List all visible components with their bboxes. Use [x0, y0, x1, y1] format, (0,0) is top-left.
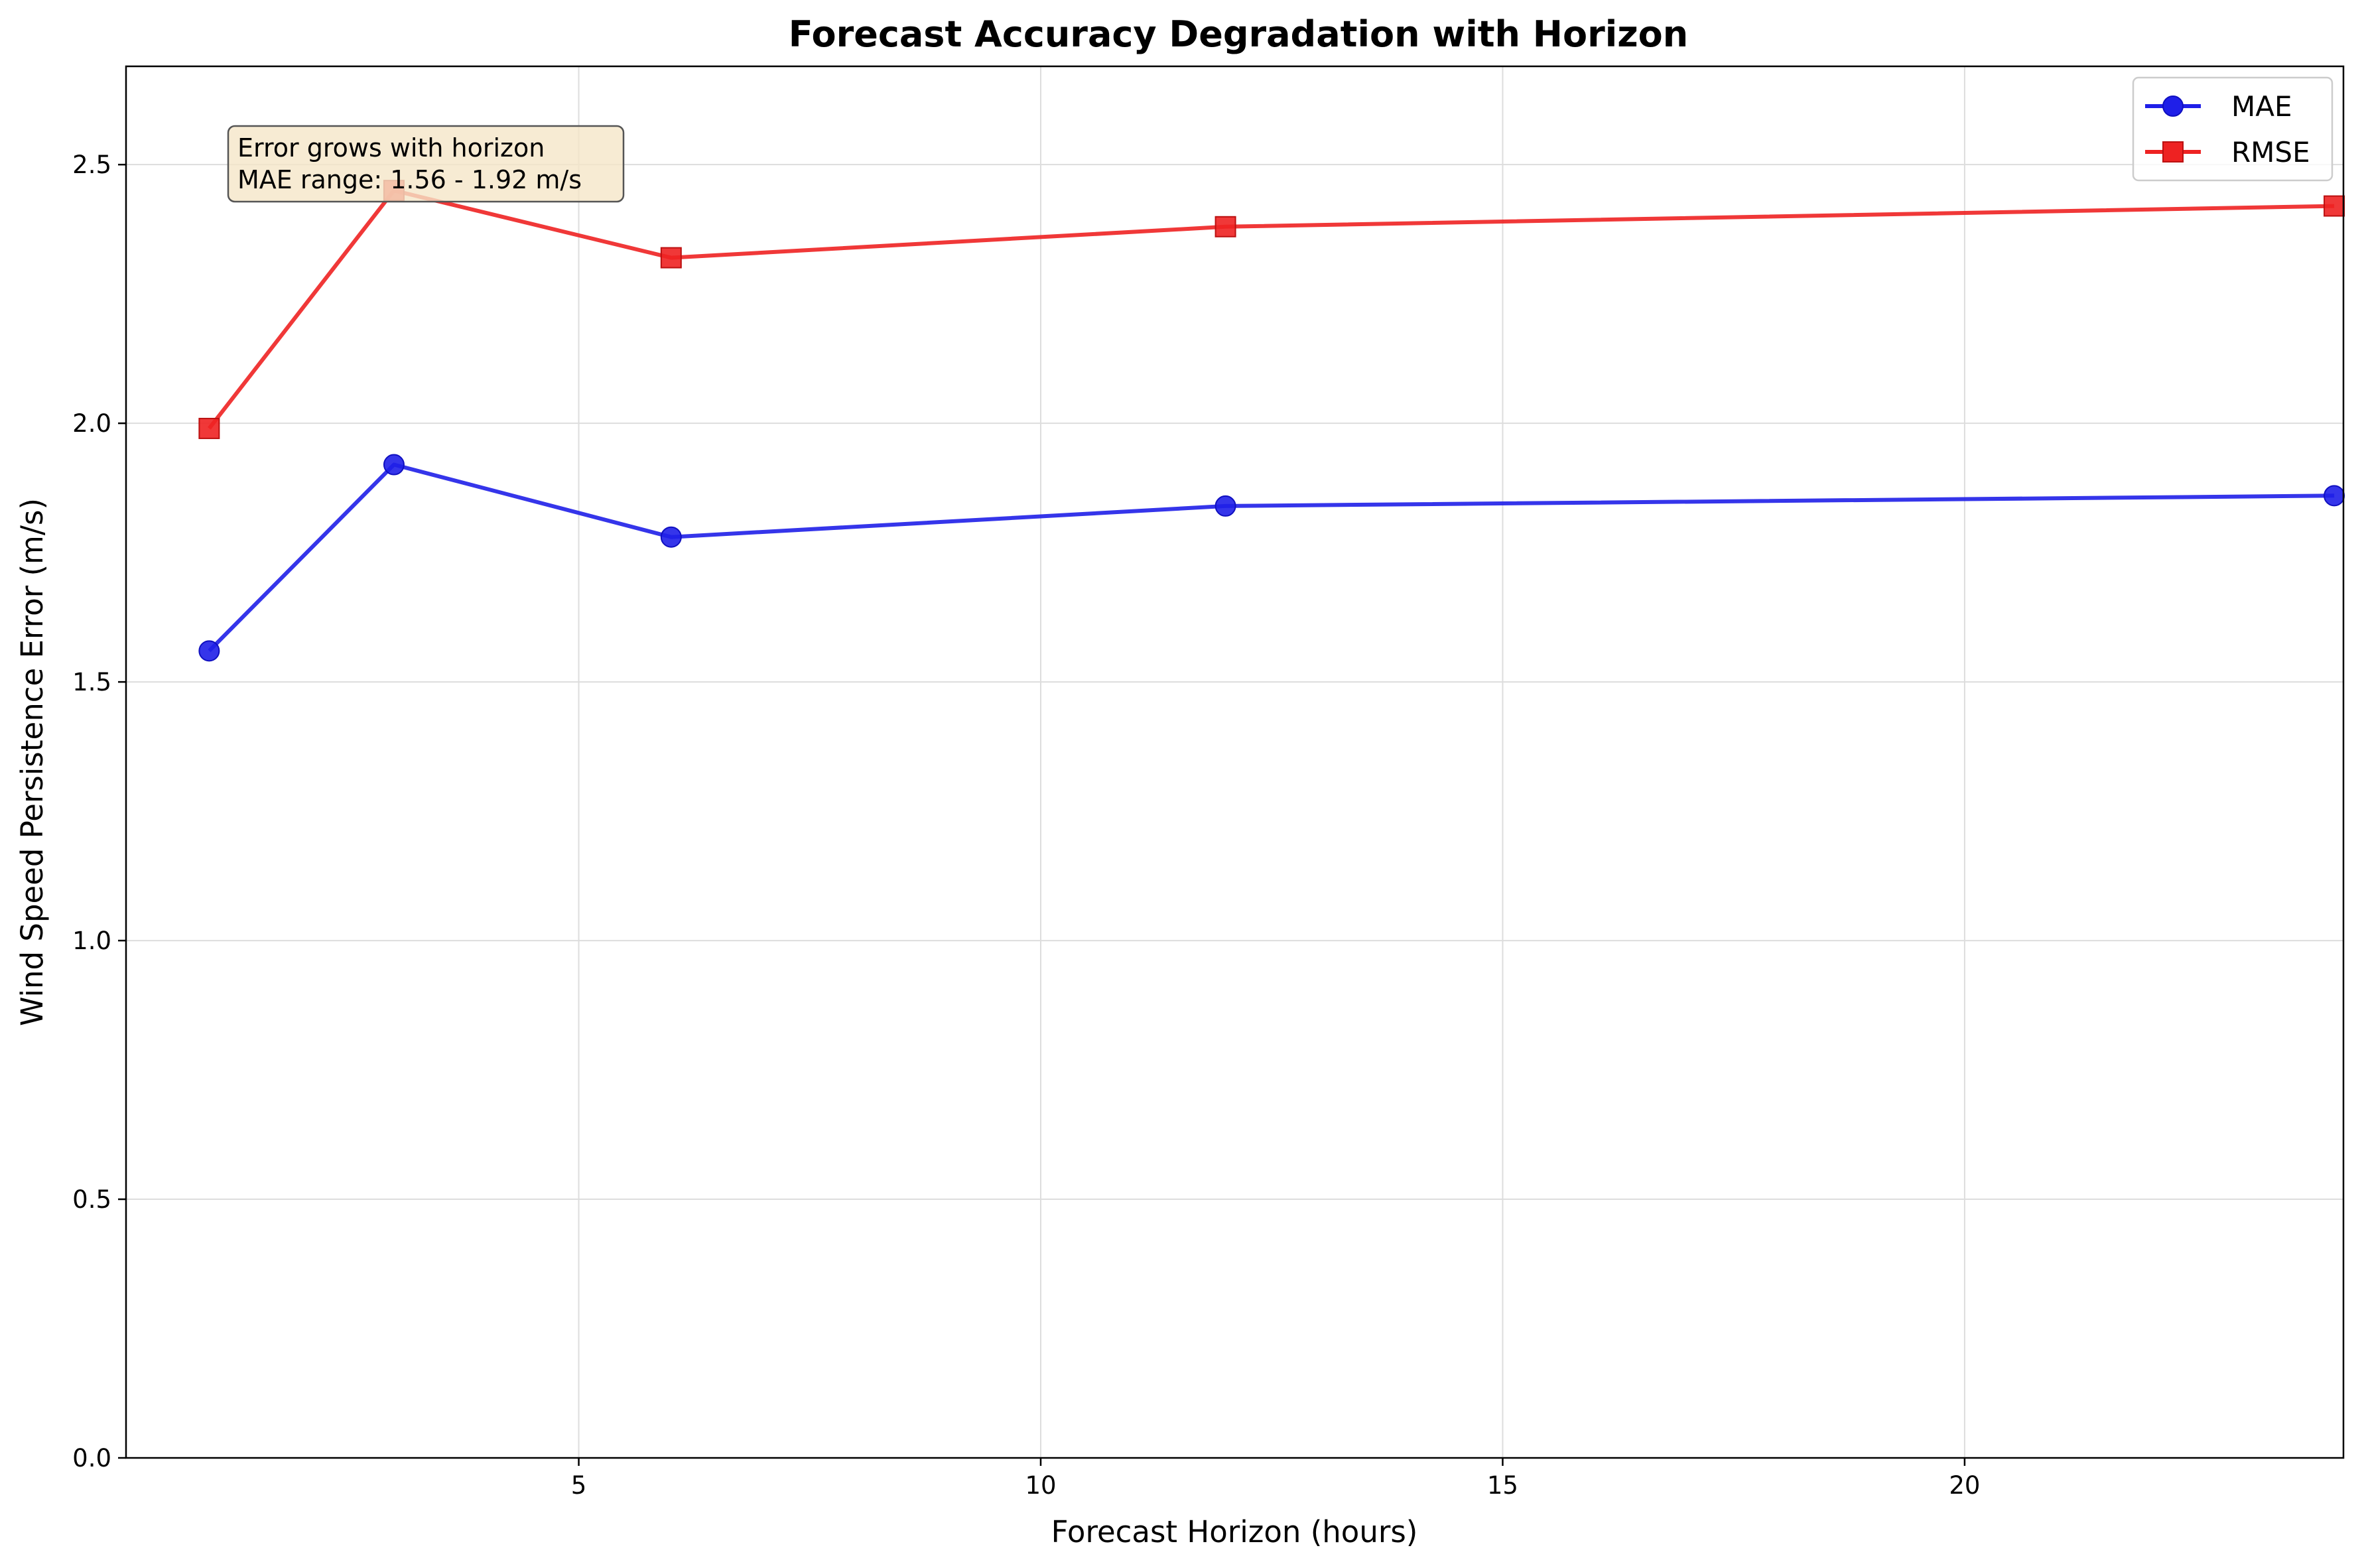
y-tick-label: 1.5	[72, 668, 111, 696]
ticks: 5 10 15 20 0.0 0.5 1.0 1.5 2.0 2.5	[72, 151, 1980, 1500]
x-tick-label: 15	[1487, 1471, 1518, 1500]
legend-mae-marker	[2162, 96, 2184, 117]
series-layer	[198, 180, 2345, 662]
y-tick-label: 2.0	[72, 409, 111, 438]
series-mae	[198, 454, 2345, 662]
x-tick-label: 20	[1949, 1471, 1980, 1500]
x-tick-label: 10	[1025, 1471, 1056, 1500]
series-rmse	[198, 180, 2345, 439]
rmse-point	[198, 417, 220, 439]
legend-mae-label: MAE	[2231, 90, 2292, 123]
plot-frame	[125, 65, 2345, 1459]
annotation-line-1: Error grows with horizon	[237, 133, 545, 163]
y-tick-label: 1.0	[72, 927, 111, 955]
legend-rmse-label: RMSE	[2231, 136, 2310, 168]
y-axis-label: Wind Speed Persistence Error (m/s)	[15, 498, 50, 1026]
mae-point	[2324, 485, 2345, 507]
legend: MAE RMSE	[2132, 76, 2333, 182]
y-tick-label: 0.5	[72, 1185, 111, 1214]
x-axis-label: Forecast Horizon (hours)	[1051, 1514, 1418, 1549]
mae-point	[660, 526, 682, 548]
legend-rmse-marker	[2162, 141, 2184, 163]
chart-title: Forecast Accuracy Degradation with Horiz…	[789, 13, 1688, 55]
x-tick-label: 5	[571, 1471, 587, 1500]
rmse-point	[2324, 195, 2345, 217]
mae-point	[383, 454, 405, 476]
annotation-box	[227, 125, 625, 203]
y-tick-label: 0.0	[72, 1444, 111, 1472]
annotation: Error grows with horizon MAE range: 1.56…	[227, 125, 625, 203]
mae-point	[1215, 495, 1236, 517]
mae-point	[198, 640, 220, 662]
rmse-point	[660, 247, 682, 269]
annotation-line-2: MAE range: 1.56 - 1.92 m/s	[237, 165, 582, 194]
rmse-point	[1215, 216, 1236, 237]
y-tick-label: 2.5	[72, 151, 111, 179]
